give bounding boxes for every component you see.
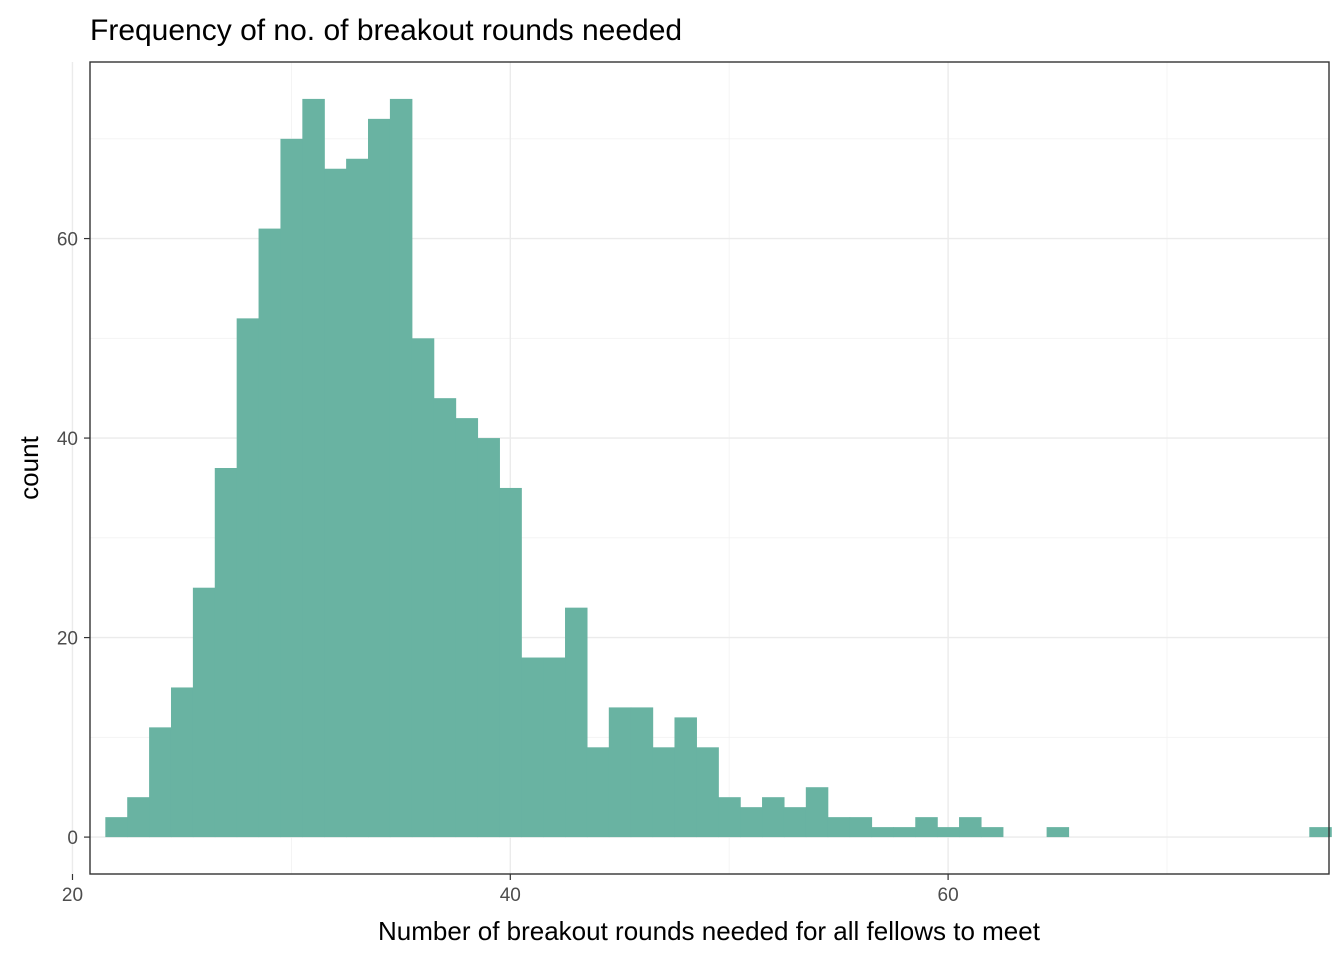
histogram-bar bbox=[170, 687, 194, 838]
histogram-bar bbox=[1046, 827, 1070, 838]
x-axis-title: Number of breakout rounds needed for all… bbox=[378, 916, 1041, 946]
histogram-bar bbox=[411, 338, 435, 838]
histogram-bar bbox=[346, 158, 369, 838]
histogram-bar bbox=[630, 707, 654, 838]
histogram-bars bbox=[105, 98, 1332, 838]
chart-title: Frequency of no. of breakout rounds need… bbox=[90, 14, 682, 47]
histogram-bar bbox=[718, 797, 741, 838]
x-tick-label: 60 bbox=[938, 885, 959, 906]
histogram-bar bbox=[762, 797, 785, 838]
histogram-bar bbox=[915, 817, 938, 838]
histogram-bar bbox=[214, 468, 238, 838]
histogram-bar bbox=[389, 98, 413, 838]
y-tick-label: 0 bbox=[67, 828, 78, 849]
histogram-bar bbox=[827, 817, 851, 838]
histogram-bar bbox=[565, 607, 588, 838]
histogram-bar bbox=[608, 707, 632, 838]
histogram-bar bbox=[696, 747, 719, 838]
histogram-bar bbox=[521, 657, 544, 838]
histogram-bar bbox=[937, 827, 960, 838]
y-axis: 0 20 40 60 bbox=[57, 230, 90, 849]
histogram-bar bbox=[1309, 827, 1332, 838]
histogram-bar bbox=[652, 747, 676, 838]
histogram-bar bbox=[586, 747, 610, 838]
histogram-bar bbox=[477, 438, 500, 838]
x-tick-label: 20 bbox=[62, 885, 83, 906]
histogram-bar bbox=[805, 787, 829, 838]
x-axis: 20 40 60 bbox=[62, 874, 959, 906]
histogram-bar bbox=[192, 587, 216, 838]
histogram-bar bbox=[543, 657, 566, 838]
histogram-bar bbox=[127, 797, 150, 838]
histogram-bar bbox=[499, 487, 522, 838]
y-tick-label: 20 bbox=[57, 629, 78, 650]
histogram-bar bbox=[302, 98, 325, 838]
histogram-bar bbox=[149, 727, 172, 838]
histogram-bar bbox=[893, 827, 916, 838]
histogram-bar bbox=[849, 817, 873, 838]
histogram-bar bbox=[871, 827, 894, 838]
histogram-bar bbox=[258, 228, 282, 838]
histogram-bar bbox=[783, 807, 807, 838]
histogram-bar bbox=[959, 817, 982, 838]
histogram-bar bbox=[980, 827, 1004, 838]
histogram-bar bbox=[368, 118, 391, 838]
histogram-bar bbox=[433, 398, 457, 838]
y-tick-label: 40 bbox=[57, 429, 78, 450]
histogram-bar bbox=[280, 138, 303, 838]
histogram-bar bbox=[455, 418, 479, 838]
histogram-bar bbox=[674, 717, 697, 838]
histogram-bar bbox=[105, 817, 128, 838]
panel-border bbox=[89, 61, 1330, 875]
y-axis-title: count bbox=[14, 435, 44, 499]
x-tick-label: 40 bbox=[500, 885, 521, 906]
histogram-bar bbox=[236, 318, 260, 838]
histogram-bar bbox=[740, 807, 763, 838]
y-tick-label: 60 bbox=[57, 230, 78, 251]
histogram-bar bbox=[324, 168, 347, 838]
